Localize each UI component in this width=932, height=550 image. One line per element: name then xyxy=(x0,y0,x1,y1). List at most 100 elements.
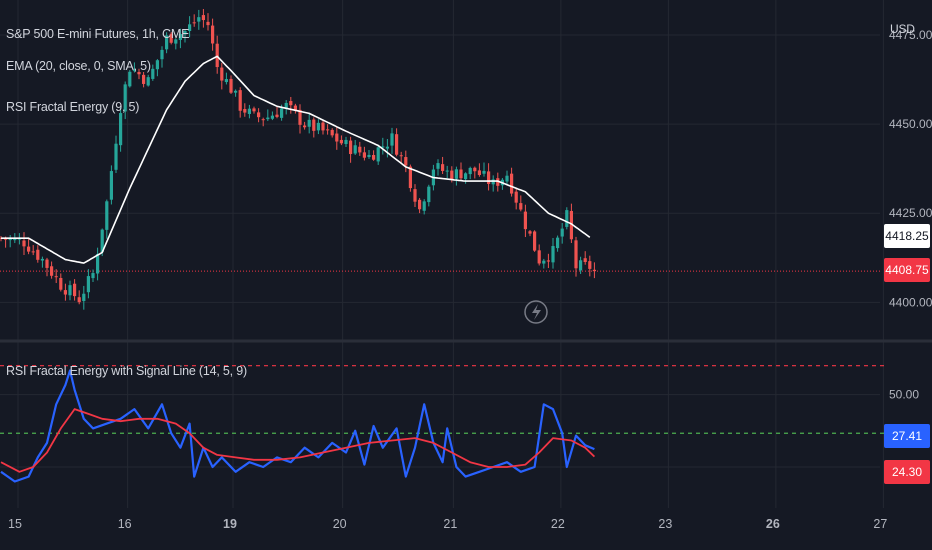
candle-body xyxy=(335,133,339,142)
candle-body xyxy=(293,105,297,111)
candle-body xyxy=(450,170,454,180)
candle-body xyxy=(234,90,238,93)
candle-body xyxy=(330,129,334,136)
candle-body xyxy=(445,170,449,172)
ema-line-group xyxy=(1,55,591,264)
candle-body xyxy=(339,139,343,144)
candle-body xyxy=(427,186,431,203)
time-tick-label: 21 xyxy=(443,517,457,531)
candle-body xyxy=(303,125,307,128)
candle-body xyxy=(68,285,72,296)
candle-body xyxy=(82,293,86,302)
symbol-title[interactable]: S&P 500 E-mini Futures, 1h, CME xyxy=(6,27,190,41)
candle-body xyxy=(316,122,320,131)
candle-body xyxy=(298,109,302,125)
candle-body xyxy=(284,102,288,109)
candle-body xyxy=(197,17,201,22)
candle-body xyxy=(528,231,532,234)
candle-body xyxy=(385,146,389,149)
candle-body xyxy=(464,173,468,180)
candle-body xyxy=(261,119,265,121)
candle-body xyxy=(229,78,233,93)
candle-body xyxy=(137,71,141,75)
candle-body xyxy=(123,84,127,112)
candle-body xyxy=(441,164,445,171)
candle-body xyxy=(514,191,518,203)
candle-body xyxy=(565,210,569,227)
flash-icon[interactable] xyxy=(524,300,548,324)
candle-body xyxy=(381,146,385,148)
candle-body xyxy=(326,129,330,131)
lower-pane-title[interactable]: RSI Fractal Energy with Signal Line (14,… xyxy=(6,364,247,378)
grid xyxy=(0,0,884,508)
ema-legend[interactable]: EMA (20, close, 0, SMA, 5) xyxy=(6,59,151,73)
candles xyxy=(0,9,596,310)
candle-body xyxy=(109,171,113,200)
candle-body xyxy=(275,114,279,117)
candle-body xyxy=(8,238,12,241)
candle-body xyxy=(307,119,311,127)
candle-body xyxy=(206,21,210,26)
candle-body xyxy=(569,210,573,240)
candle-body xyxy=(362,152,366,158)
last-price-tag: 4408.75 xyxy=(884,258,930,282)
candle-body xyxy=(238,90,242,111)
time-tick-label: 27 xyxy=(873,517,887,531)
candle-body xyxy=(17,238,21,240)
candle-body xyxy=(349,140,353,155)
candle-body xyxy=(344,139,348,145)
candle-body xyxy=(546,260,550,262)
candle-body xyxy=(100,229,104,253)
candle-body xyxy=(63,290,67,295)
indicator-lines xyxy=(0,369,596,483)
price-tick-label: 4475.00 xyxy=(889,28,932,42)
ema-line xyxy=(1,55,591,264)
candle-body xyxy=(114,143,118,170)
rsi-fractal-energy-line xyxy=(0,369,595,483)
time-tick-label: 26 xyxy=(766,517,780,531)
candle-body xyxy=(45,259,49,268)
candle-body xyxy=(473,167,477,172)
candle-body xyxy=(201,15,205,21)
candle-body xyxy=(404,157,408,166)
candle-body xyxy=(86,276,90,293)
rsi-fractal-legend[interactable]: RSI Fractal Energy (9, 5) xyxy=(6,100,140,114)
candle-body xyxy=(96,254,100,274)
candle-body xyxy=(27,246,31,252)
candle-body xyxy=(151,68,155,79)
time-tick-label: 16 xyxy=(118,517,132,531)
candle-body xyxy=(418,199,422,210)
time-axis[interactable]: 15 16 19 20 21 22 23 26 27 xyxy=(8,517,887,531)
candle-body xyxy=(505,175,509,182)
candle-body xyxy=(556,237,560,249)
candle-body xyxy=(146,77,150,86)
candle-body xyxy=(390,133,394,146)
price-tick-label: 4425.00 xyxy=(889,206,932,220)
signal-line xyxy=(0,408,596,473)
candle-body xyxy=(523,211,527,230)
price-tick-label: 4400.00 xyxy=(889,295,932,309)
time-tick-label: 22 xyxy=(551,517,565,531)
candle-body xyxy=(31,251,35,253)
candle-body xyxy=(519,203,523,210)
candle-body xyxy=(533,231,537,251)
candle-body xyxy=(312,119,316,131)
candle-body xyxy=(408,166,412,189)
candle-body xyxy=(247,108,251,114)
candle-body xyxy=(215,43,219,68)
candle-body xyxy=(454,169,458,179)
price-tick-label: 4450.00 xyxy=(889,117,932,131)
candle-body xyxy=(73,283,77,297)
candle-body xyxy=(165,35,169,50)
time-tick-label: 19 xyxy=(223,517,237,531)
price-axis[interactable]: 4475.00 4450.00 4425.00 4400.00 50.00 xyxy=(889,28,932,402)
candle-body xyxy=(487,171,491,184)
candle-body xyxy=(468,167,472,175)
candle-body xyxy=(192,22,196,24)
candle-body xyxy=(211,25,215,44)
candle-body xyxy=(36,249,40,260)
currency-label: USD xyxy=(890,22,915,36)
candle-body xyxy=(579,260,583,271)
candle-body xyxy=(560,228,564,237)
